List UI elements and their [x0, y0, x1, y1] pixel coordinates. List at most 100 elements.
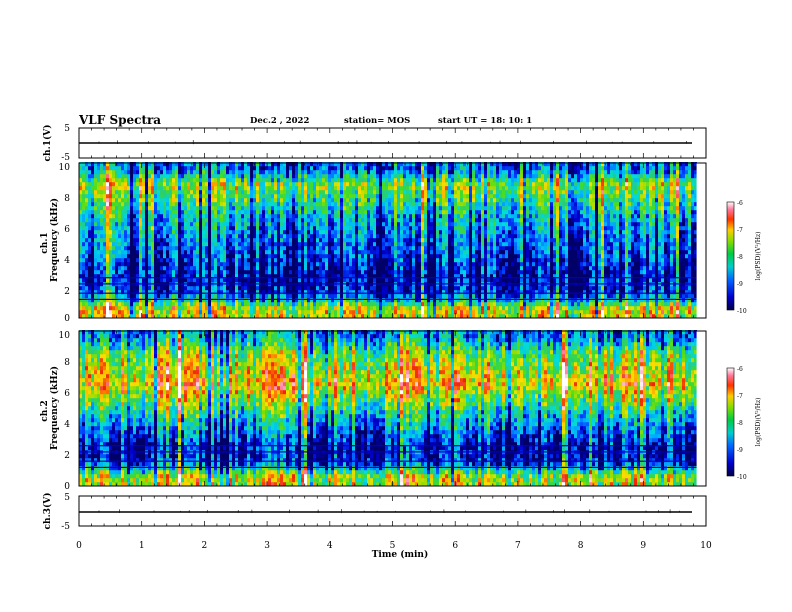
spectrogram-cell [202, 178, 205, 183]
spectrogram-cell [367, 286, 370, 291]
spectrogram-cell [214, 222, 217, 227]
spectrogram-cell [217, 166, 220, 171]
spectrogram-cell [199, 194, 202, 199]
spectrogram-cell [250, 258, 253, 263]
spectrogram-cell [211, 238, 214, 243]
spectrogram-cell [211, 310, 214, 315]
spectrogram-cell [241, 246, 244, 251]
spectrogram-cell [145, 178, 148, 183]
spectrogram-cell [142, 194, 145, 199]
spectrogram-cell [445, 230, 448, 235]
spectrogram-cell [346, 230, 349, 235]
spectrogram-cell [403, 254, 406, 259]
spectrogram-cell [256, 286, 259, 291]
spectrogram-cell [322, 162, 325, 167]
spectrogram-cell [220, 298, 223, 303]
spectrogram-cell [331, 310, 334, 315]
spectrogram-cell [85, 286, 88, 291]
spectrogram-cell [319, 234, 322, 239]
spectrogram-cell [385, 254, 388, 259]
spectrogram-cell [100, 174, 103, 179]
spectrogram-cell [100, 226, 103, 231]
spectrogram-cell [193, 214, 196, 219]
spectrogram-cell [361, 210, 364, 215]
spectrogram-cell [277, 238, 280, 243]
spectrogram-cell [157, 190, 160, 195]
spectrogram-cell [166, 178, 169, 183]
spectrogram-cell [187, 190, 190, 195]
spectrogram-cell [358, 190, 361, 195]
spectrogram-cell [391, 298, 394, 303]
spectrogram-cell [433, 294, 436, 299]
spectrogram-cell [175, 182, 178, 187]
spectrogram-cell [133, 238, 136, 243]
spectrogram-cell [124, 290, 127, 295]
spectrogram-cell [241, 278, 244, 283]
spectrogram-cell [373, 214, 376, 219]
spectrogram-cell [235, 302, 238, 307]
spectrogram-cell [346, 262, 349, 267]
spectrogram-cell [142, 246, 145, 251]
spectrogram-cell [127, 286, 130, 291]
spectrogram-cell [172, 310, 175, 315]
spectrogram-cell [187, 242, 190, 247]
spectrogram-cell [412, 166, 415, 171]
spectrogram-cell [322, 186, 325, 191]
spectrogram-cell [100, 262, 103, 267]
spectrogram-cell [139, 174, 142, 179]
spectrogram-cell [121, 222, 124, 227]
spectrogram-cell [376, 210, 379, 215]
spectrogram-cell [97, 178, 100, 183]
spectrogram-cell [388, 218, 391, 223]
spectrogram-cell [124, 206, 127, 211]
spectrogram-cell [433, 234, 436, 239]
spectrogram-cell [124, 270, 127, 275]
spectrogram-cell [97, 174, 100, 179]
spectrogram-cell [292, 270, 295, 275]
spectrogram-cell [220, 210, 223, 215]
spectrogram-cell [370, 182, 373, 187]
spectrogram-cell [364, 190, 367, 195]
spectrogram-cell [322, 190, 325, 195]
spectrogram-cell [448, 286, 451, 291]
spectrogram-cell [340, 166, 343, 171]
spectrogram-cell [361, 246, 364, 251]
spectrogram-cell [160, 258, 163, 263]
spectrogram-cell [175, 238, 178, 243]
spectrogram-cell [130, 166, 133, 171]
spectrogram-cell [301, 238, 304, 243]
spectrogram-cell [139, 254, 142, 259]
spectrogram-cell [103, 178, 106, 183]
spectrogram-cell [163, 270, 166, 275]
spectrogram-cell [130, 310, 133, 315]
spectrogram-cell [184, 178, 187, 183]
spectrogram-cell [160, 298, 163, 303]
spectrogram-cell [373, 250, 376, 255]
spectrogram-cell [157, 166, 160, 171]
spectrogram-cell [418, 306, 421, 311]
spectrogram-cell [343, 234, 346, 239]
spectrogram-cell [292, 254, 295, 259]
spectrogram-cell [169, 234, 172, 239]
spectrogram-cell [340, 298, 343, 303]
spectrogram-cell [163, 226, 166, 231]
spectrogram-cell [373, 194, 376, 199]
spectrogram-cell [91, 290, 94, 295]
spectrogram-cell [436, 250, 439, 255]
spectrogram-cell [163, 242, 166, 247]
spectrogram-cell [205, 250, 208, 255]
spectrogram-cell [373, 246, 376, 251]
spectrogram-cell [373, 310, 376, 315]
spectrogram-cell [442, 254, 445, 259]
spectrogram-cell [91, 186, 94, 191]
spectrogram-cell [286, 194, 289, 199]
spectrogram-cell [364, 302, 367, 307]
spectrogram-cell [292, 306, 295, 311]
spectrogram-cell [352, 210, 355, 215]
spectrogram-cell [244, 246, 247, 251]
spectrogram-cell [214, 306, 217, 311]
spectrogram-cell [94, 206, 97, 211]
spectrogram-cell [163, 210, 166, 215]
spectrogram-cell [151, 314, 154, 319]
spectrogram-cell [220, 242, 223, 247]
